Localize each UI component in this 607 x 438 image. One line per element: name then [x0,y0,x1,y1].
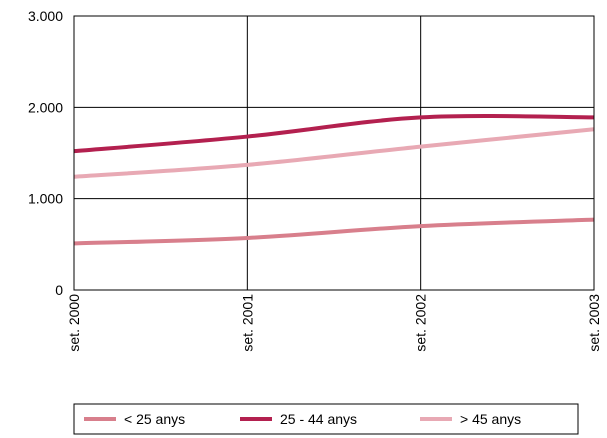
y-tick-label: 1.000 [28,191,63,207]
series-lines [73,113,595,246]
series-line-1 [73,113,595,154]
legend-box [73,403,579,435]
plot-frame [73,15,595,291]
y-tick-label: 2.000 [28,99,63,115]
grid [74,16,594,290]
x-tick-label: set. 2003 [586,294,602,352]
x-tick-label: set. 2002 [413,294,429,352]
series-line-2 [73,127,595,179]
legend: < 25 anys 25 - 44 anys > 45 anys [73,403,579,435]
x-tick-label: set. 2001 [239,294,255,352]
legend-label-1: 25 - 44 anys [280,411,357,427]
series-line-0 [73,217,595,246]
x-tick-label: set. 2000 [66,294,82,352]
y-tick-label: 0 [55,282,63,298]
x-axis-ticks: set. 2000 set. 2001 set. 2002 set. 2003 [66,294,602,352]
legend-label-0: < 25 anys [124,411,185,427]
legend-label-2: > 45 anys [460,411,521,427]
y-axis-ticks: 0 1.000 2.000 3.000 [28,8,63,298]
y-tick-label: 3.000 [28,8,63,24]
